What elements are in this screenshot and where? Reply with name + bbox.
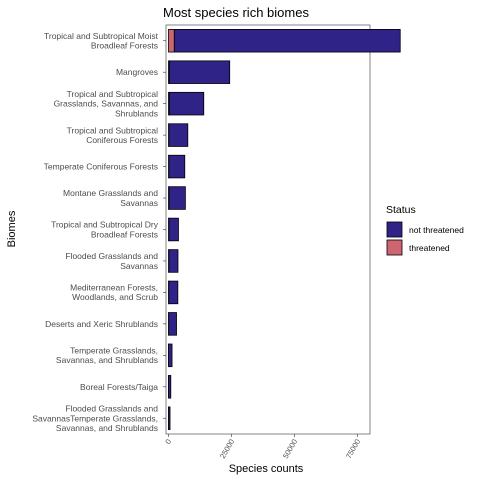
y-tick-label-line: Temperate Grasslands,: [70, 346, 158, 356]
y-tick-label-line: Flooded Grasslands and: [65, 251, 158, 261]
x-tick-label-1: 25000: [218, 438, 236, 461]
y-tick-label-7: Flooded Grasslands and Savannas: [65, 251, 158, 271]
y-tick-label-6: Tropical and Subtropical Dry Broadleaf Fo…: [51, 220, 159, 240]
y-tick-label-line: Mediterranean Forests,: [70, 283, 158, 293]
y-tick-label-line: Coniferous Forests: [86, 135, 158, 145]
y-tick-label-line: Tropical and Subtropical: [67, 125, 158, 135]
bar-not-threatened-10: [168, 343, 173, 368]
x-axis: 0 25000 50000 75000: [163, 434, 362, 460]
y-tick-label-9: Deserts and Xeric Shrublands: [45, 319, 158, 329]
y-tick-label-line: Montane Grasslands and: [63, 188, 158, 198]
bar-not-threatened-6: [168, 217, 179, 242]
bar-not-threatened-5: [168, 186, 186, 210]
bar-not-threatened-2: [168, 91, 205, 116]
y-tick-label-3: Tropical and Subtropical Coniferous Fores…: [67, 125, 158, 145]
y-tick-label-line: Grasslands, Savannas, and: [54, 99, 159, 109]
y-tick-label-4: Temperate Coniferous Forests: [44, 162, 158, 172]
y-tick-label-line: Woodlands, and Scrub: [72, 292, 158, 302]
legend-label-not-threatened: not threatened: [409, 225, 464, 235]
x-tick-label-0: 0: [163, 438, 173, 446]
y-tick-label-line: Flooded Grasslands and: [65, 404, 158, 414]
bar-not-threatened-3: [168, 123, 189, 147]
legend: Status not threatened threatened: [386, 204, 464, 256]
y-tick-label-line: Broadleaf Forests: [91, 41, 158, 51]
legend-key-threatened: [386, 239, 403, 256]
x-axis-title: Species counts: [229, 463, 304, 475]
y-tick-label-2: Tropical and Subtropical Grasslands, Sava…: [54, 89, 159, 118]
y-axis: Tropical and Subtropical Moist Broadleaf …: [32, 31, 166, 433]
y-axis-title: Biomes: [6, 210, 18, 247]
y-tick-label-line: Tropical and Subtropical Moist: [44, 31, 159, 41]
bar-not-threatened-12: [168, 406, 171, 430]
bars-layer: [168, 28, 401, 430]
legend-label-threatened: threatened: [409, 243, 450, 253]
bar-not-threatened-7: [168, 249, 179, 273]
y-tick-label-0: Tropical and Subtropical Moist Broadleaf …: [44, 31, 159, 51]
legend-key-not-threatened: [386, 221, 403, 238]
bar-not-threatened-11: [168, 375, 172, 399]
bar-not-threatened-8: [168, 280, 179, 305]
y-tick-label-line: Deserts and Xeric Shrublands: [45, 319, 158, 329]
y-tick-label-5: Montane Grasslands and Savannas: [63, 188, 158, 208]
y-tick-label-12: Flooded Grasslands and SavannasTemperate …: [32, 404, 158, 433]
chart-title: Most species rich biomes: [163, 5, 309, 20]
y-tick-label-1: Mangroves: [116, 67, 158, 77]
y-tick-label-line: Boreal Forests/Taiga: [80, 382, 158, 392]
panel-border: [165, 24, 371, 435]
y-tick-label-line: Savannas: [120, 261, 158, 271]
y-tick-label-10: Temperate Grasslands, Savannas, and Shrub…: [56, 346, 158, 366]
y-tick-label-line: Broadleaf Forests: [91, 229, 158, 239]
y-tick-label-line: Temperate Coniferous Forests: [44, 162, 158, 172]
y-tick-label-line: Savannas, and Shrublands: [56, 355, 158, 365]
bar-not-threatened-0: [173, 28, 401, 53]
bar-threatened-0: [168, 28, 175, 53]
legend-title: Status: [386, 204, 416, 216]
bar-not-threatened-1: [168, 60, 231, 84]
y-tick-label-line: Shrublands: [115, 108, 158, 118]
y-tick-label-11: Boreal Forests/Taiga: [80, 382, 158, 392]
x-tick-label-2: 50000: [281, 438, 299, 461]
y-tick-label-line: SavannasTemperate Grasslands,: [32, 413, 158, 423]
y-tick-label-line: Savannas, and Shrublands: [56, 423, 158, 433]
x-tick-label-3: 75000: [344, 438, 362, 461]
y-tick-label-8: Mediterranean Forests, Woodlands, and Scr…: [70, 283, 158, 303]
y-tick-label-line: Savannas: [120, 198, 158, 208]
y-tick-label-line: Mangroves: [116, 67, 158, 77]
y-tick-label-line: Tropical and Subtropical: [67, 89, 158, 99]
bar-not-threatened-9: [168, 312, 177, 336]
y-tick-label-line: Tropical and Subtropical Dry: [51, 220, 159, 230]
bar-not-threatened-4: [168, 154, 186, 179]
